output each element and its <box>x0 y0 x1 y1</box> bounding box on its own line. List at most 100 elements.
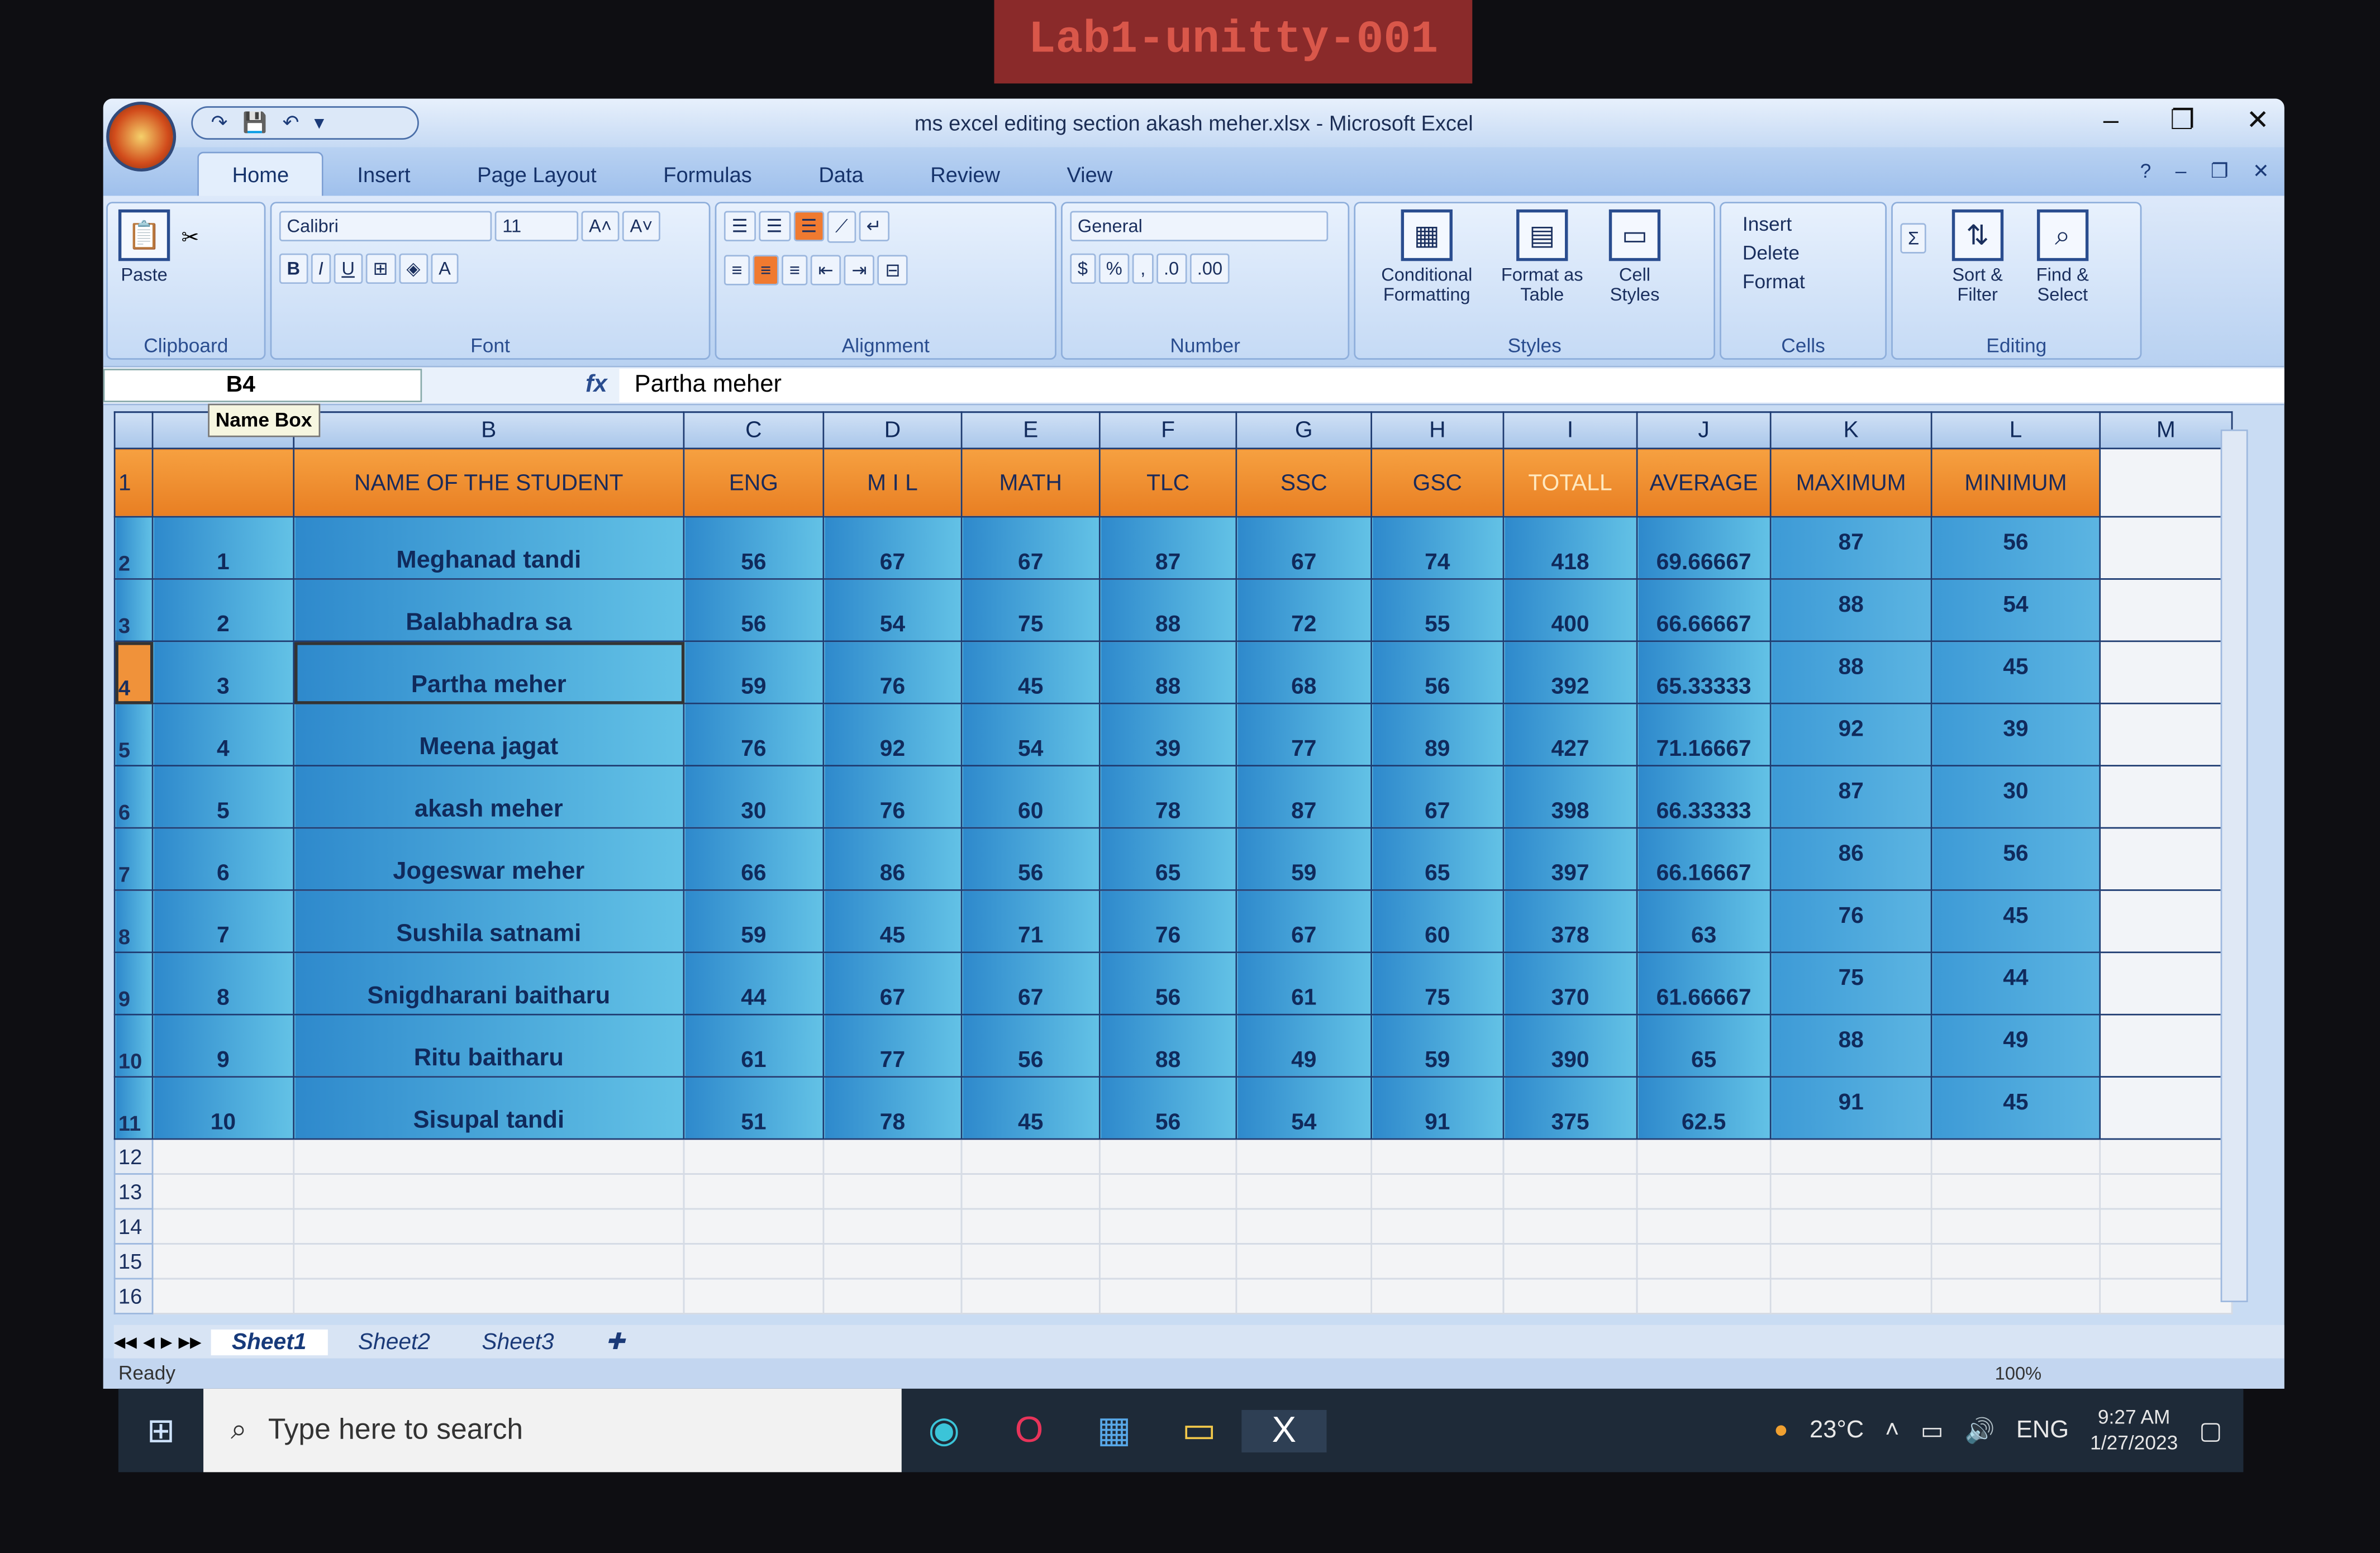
cell[interactable] <box>1370 1138 1505 1175</box>
cell[interactable] <box>1769 1138 1932 1175</box>
cell[interactable]: Balabhadra sa <box>293 578 685 642</box>
cell[interactable]: 400 <box>1502 578 1638 642</box>
cell[interactable] <box>1769 1243 1932 1280</box>
cell[interactable]: 89 <box>1370 702 1505 766</box>
increase-decimal-icon[interactable]: .0 <box>1156 253 1187 284</box>
cell[interactable] <box>2099 447 2233 518</box>
cell[interactable]: 66 <box>683 827 825 891</box>
autosum-button[interactable]: Σ <box>1900 223 1927 254</box>
paste-button[interactable]: 📋 Paste <box>118 209 170 285</box>
select-all-corner[interactable] <box>113 411 154 450</box>
cell[interactable]: 56 <box>1370 640 1505 704</box>
sheet-tab-sheet1[interactable]: Sheet1 <box>210 1328 328 1355</box>
cell[interactable] <box>1502 1138 1638 1175</box>
cut-icon[interactable]: ✂ <box>181 225 199 249</box>
cell[interactable] <box>1636 1243 1772 1280</box>
cell[interactable] <box>1502 1243 1638 1280</box>
cell[interactable]: 54 <box>1930 578 2101 642</box>
cell[interactable]: Partha meher <box>293 640 685 704</box>
cell[interactable]: 62.5 <box>1636 1076 1772 1140</box>
row-header[interactable]: 1 <box>113 447 154 518</box>
cell[interactable]: 55 <box>1370 578 1505 642</box>
cell[interactable] <box>822 1138 963 1175</box>
cell[interactable]: Sisupal tandi <box>293 1076 685 1140</box>
cell[interactable] <box>1098 1208 1237 1245</box>
cell[interactable] <box>1098 1278 1237 1314</box>
align-left-icon[interactable]: ≡ <box>723 255 750 285</box>
undo-icon[interactable]: ↶ <box>282 111 299 134</box>
cell[interactable]: 65.33333 <box>1636 640 1772 704</box>
insert-cells-button[interactable]: Insert <box>1742 212 1792 236</box>
cell[interactable]: 370 <box>1502 951 1638 1016</box>
column-header[interactable]: B <box>293 411 685 450</box>
cell[interactable] <box>822 1208 963 1245</box>
column-header[interactable]: K <box>1769 411 1932 450</box>
cell[interactable] <box>683 1243 825 1280</box>
cell[interactable]: 2 <box>151 578 295 642</box>
header-cell[interactable]: TLC <box>1098 447 1237 518</box>
column-header[interactable]: F <box>1098 411 1237 450</box>
comma-button[interactable]: , <box>1132 253 1153 284</box>
tab-data[interactable]: Data <box>818 162 864 187</box>
cell[interactable]: 398 <box>1502 765 1638 829</box>
bottom-align-icon[interactable]: ☰ <box>793 211 825 241</box>
redo-icon[interactable]: ↷ <box>211 111 228 134</box>
cell[interactable] <box>151 1173 295 1210</box>
fill-color-icon[interactable]: ◈ <box>398 253 429 284</box>
cell[interactable] <box>1098 1243 1237 1280</box>
cell[interactable]: 69.66667 <box>1636 516 1772 580</box>
cell[interactable]: Meghanad tandi <box>293 516 685 580</box>
font-name-select[interactable]: Calibri <box>279 211 492 241</box>
cell[interactable]: 56 <box>960 827 1101 891</box>
cell[interactable]: 88 <box>1769 640 1932 704</box>
cell[interactable] <box>2099 1076 2233 1140</box>
bold-button[interactable]: B <box>279 253 308 284</box>
cell[interactable]: 39 <box>1098 702 1237 766</box>
cell[interactable]: 88 <box>1098 1013 1237 1078</box>
cell[interactable] <box>822 1278 963 1314</box>
cell[interactable]: 39 <box>1930 702 2101 766</box>
row-header[interactable]: 14 <box>113 1208 154 1245</box>
header-cell[interactable]: AVERAGE <box>1636 447 1772 518</box>
network-icon[interactable]: ▭ <box>1920 1418 1944 1445</box>
row-header[interactable]: 13 <box>113 1173 154 1210</box>
cell[interactable] <box>683 1173 825 1210</box>
tab-formulas[interactable]: Formulas <box>663 162 752 187</box>
cell[interactable]: 56 <box>683 516 825 580</box>
cell[interactable] <box>1769 1278 1932 1314</box>
cell[interactable] <box>151 1278 295 1314</box>
cell[interactable]: 60 <box>960 765 1101 829</box>
cell[interactable]: 65 <box>1370 827 1505 891</box>
cell[interactable]: 1 <box>151 516 295 580</box>
cell[interactable] <box>1235 1243 1372 1280</box>
cell[interactable] <box>293 1278 685 1314</box>
cell[interactable] <box>1370 1173 1505 1210</box>
row-header[interactable]: 5 <box>113 702 154 766</box>
cell[interactable]: 61 <box>683 1013 825 1078</box>
cell[interactable]: Meena jagat <box>293 702 685 766</box>
cell[interactable]: 54 <box>960 702 1101 766</box>
language-indicator[interactable]: ENG <box>2016 1417 2069 1443</box>
cell[interactable]: 87 <box>1769 516 1932 580</box>
row-header[interactable]: 7 <box>113 827 154 891</box>
column-header[interactable]: C <box>683 411 825 450</box>
cell[interactable]: 68 <box>1235 640 1372 704</box>
save-icon[interactable]: 💾 <box>242 111 268 134</box>
middle-align-icon[interactable]: ☰ <box>758 211 791 241</box>
cell[interactable]: 56 <box>960 1013 1101 1078</box>
cell[interactable]: 49 <box>1930 1013 2101 1078</box>
cell[interactable]: 91 <box>1769 1076 1932 1140</box>
cell[interactable]: 76 <box>1098 889 1237 954</box>
cell[interactable]: 7 <box>151 889 295 954</box>
cell[interactable]: 30 <box>683 765 825 829</box>
cell[interactable]: 418 <box>1502 516 1638 580</box>
cell[interactable] <box>2099 1243 2233 1280</box>
cell[interactable]: 45 <box>960 640 1101 704</box>
cell[interactable]: 30 <box>1930 765 2101 829</box>
sheet-nav-icon[interactable]: ◂◂ ◂ ▸ ▸▸ <box>113 1329 202 1356</box>
cell[interactable] <box>1502 1278 1638 1314</box>
cell[interactable] <box>293 1138 685 1175</box>
cell[interactable]: 49 <box>1235 1013 1372 1078</box>
cell[interactable] <box>2099 1278 2233 1314</box>
header-cell[interactable]: MAXIMUM <box>1769 447 1932 518</box>
